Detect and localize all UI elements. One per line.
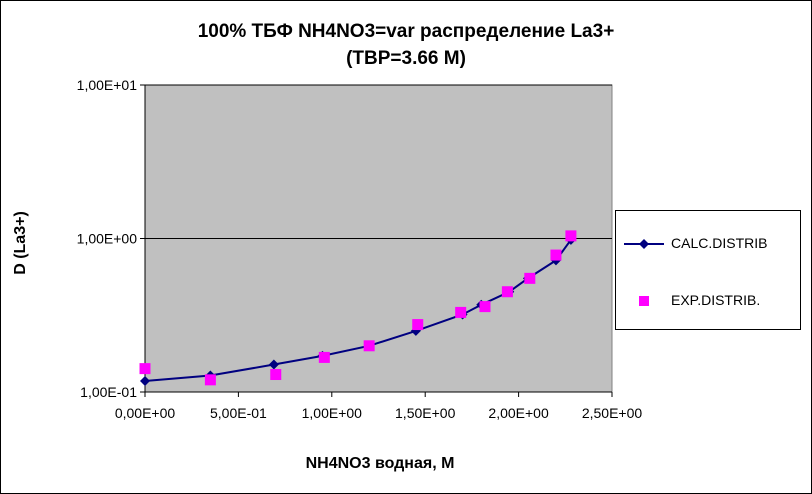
chart-legend: CALC.DISTRIB EXP.DISTRIB.: [615, 210, 801, 330]
exp-point: [455, 307, 466, 318]
legend-item-calc: CALC.DISTRIB: [616, 234, 800, 254]
exp-point: [270, 369, 281, 380]
x-tick-label: 1,00E+00: [302, 405, 363, 421]
y-axis-title: D (La3+): [12, 203, 30, 283]
y-tick-label: 1,00E+00: [77, 231, 138, 247]
x-tick-label: 0,00E+00: [115, 405, 176, 421]
exp-point: [364, 340, 375, 351]
exp-point: [524, 273, 535, 284]
x-axis-title: NH4NO3 водная, М: [230, 455, 530, 473]
y-tick-label: 1,00E-01: [80, 384, 137, 400]
x-tick-label: 2,50E+00: [582, 405, 643, 421]
exp-point: [565, 230, 576, 241]
legend-item-exp: EXP.DISTRIB.: [616, 291, 800, 311]
legend-label-exp: EXP.DISTRIB.: [671, 292, 760, 308]
exp-point: [550, 250, 561, 261]
y-tick-label: 1,00E+01: [77, 77, 138, 93]
x-tick-label: 5,00E-01: [210, 405, 267, 421]
legend-line-diamond-icon: [616, 234, 670, 254]
legend-square-icon: [616, 291, 670, 311]
exp-point: [502, 286, 513, 297]
x-tick-label: 2,00E+00: [488, 405, 549, 421]
x-tick-label: 1,50E+00: [395, 405, 456, 421]
exp-point: [140, 363, 151, 374]
legend-label-calc: CALC.DISTRIB: [671, 235, 767, 251]
exp-point: [479, 301, 490, 312]
exp-point: [412, 319, 423, 330]
exp-point: [205, 374, 216, 385]
exp-point: [319, 352, 330, 363]
